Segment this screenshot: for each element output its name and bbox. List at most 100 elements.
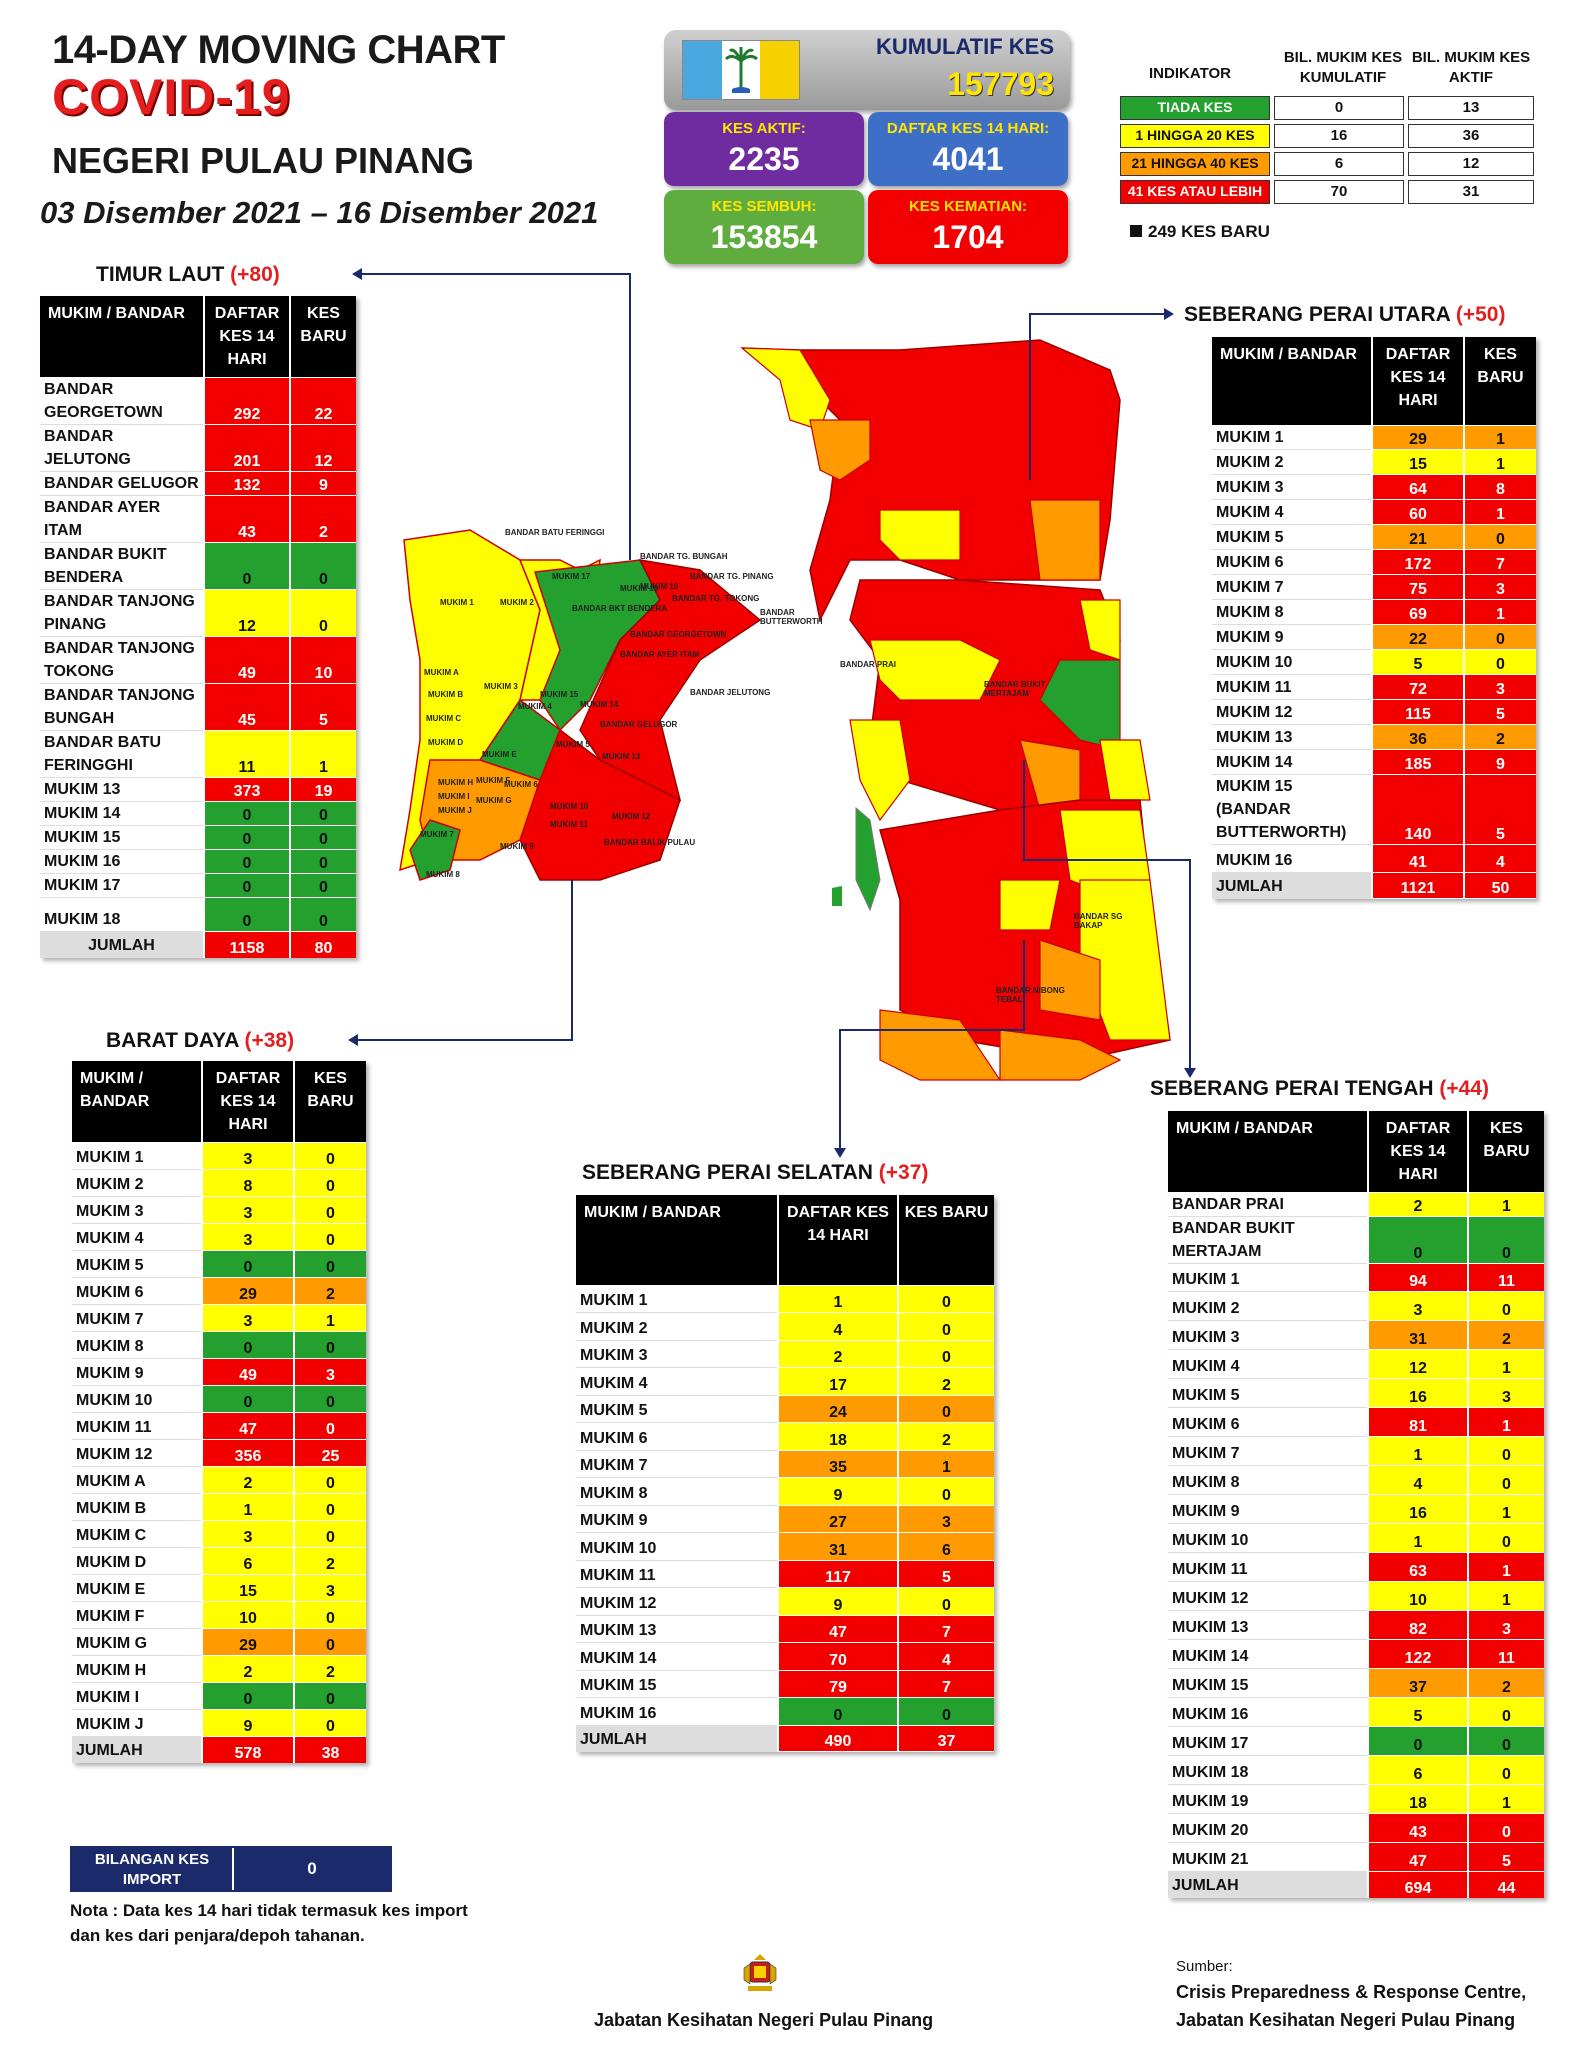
active-value: 2235	[728, 141, 800, 177]
district-plus: (+80)	[230, 263, 280, 286]
table-row: BANDAR TANJONG TOKONG 49 10	[40, 636, 356, 684]
header-baru: KES BARU	[293, 1061, 366, 1143]
map-label: BANDAR BKT BENDERA	[572, 604, 668, 613]
map-label: BANDAR PRAI	[840, 660, 896, 669]
district-plus: (+50)	[1455, 303, 1506, 326]
table-row: MUKIM 6 29 2	[72, 1277, 366, 1305]
row-baru-value: 0	[293, 1223, 366, 1251]
row-daftar-value: 64	[1371, 473, 1464, 499]
table-row: MUKIM 5 21 0	[1212, 523, 1536, 550]
row-daftar-value: 63	[1367, 1552, 1468, 1582]
table-row: MUKIM 12 9 0	[576, 1587, 994, 1616]
table-row: BANDAR AYER ITAM 43 2	[40, 495, 356, 543]
table-row: BANDAR BUKIT MERTAJAM 0 0	[1168, 1216, 1544, 1264]
total-row: JUMLAH 578 38	[72, 1736, 366, 1763]
row-name: MUKIM 15	[1168, 1668, 1368, 1698]
map-label: MUKIM J	[438, 806, 472, 815]
connector-lines	[356, 273, 1191, 1150]
row-daftar-value: 0	[1367, 1216, 1468, 1264]
covid-title: COVID-19	[52, 69, 291, 125]
row-baru-value: 0	[293, 1520, 366, 1548]
title-barat-daya: BARAT DAYA (+38)	[106, 1029, 294, 1053]
total-label: JUMLAH	[72, 1736, 202, 1763]
table-row: MUKIM 6 172 7	[1212, 548, 1536, 575]
row-daftar-value: 0	[201, 1331, 294, 1359]
legend-indicator: 21 HINGGA 40 KES	[1120, 152, 1270, 176]
row-name: MUKIM 9	[1168, 1494, 1368, 1524]
total-row: JUMLAH 1121 50	[1212, 871, 1536, 899]
date-range: 03 Disember 2021 – 16 Disember 2021	[40, 195, 599, 230]
row-name: MUKIM A	[72, 1466, 202, 1494]
table-row: MUKIM G 29 0	[72, 1628, 366, 1656]
row-baru-value: 1	[1463, 424, 1536, 449]
row-name: MUKIM 16	[1212, 843, 1372, 873]
recovered-value: 153854	[710, 219, 818, 255]
row-daftar-value: 31	[777, 1532, 898, 1560]
header-baru: KES BARU	[897, 1195, 994, 1285]
source-label: Sumber:	[1176, 1958, 1233, 1975]
row-daftar-value: 21	[1371, 523, 1464, 549]
row-name: MUKIM 9	[72, 1358, 202, 1386]
row-daftar-value: 140	[1371, 773, 1464, 844]
row-baru-value: 0	[293, 1385, 366, 1413]
table-row: MUKIM 10 5 0	[1212, 648, 1536, 675]
row-baru-value: 1	[293, 1304, 366, 1332]
row-name: MUKIM 5	[1212, 523, 1372, 550]
row-daftar-value: 49	[201, 1358, 294, 1386]
row-baru-value: 0	[1467, 1291, 1544, 1321]
map-label: BANDAR AYER ITAM	[620, 650, 700, 659]
row-baru-value: 2	[897, 1422, 994, 1450]
table-row: MUKIM 4 60 1	[1212, 498, 1536, 525]
row-name: BANDAR PRAI	[1168, 1192, 1368, 1217]
row-name: MUKIM 2	[1168, 1291, 1368, 1321]
table-row: MUKIM 3 31 2	[1168, 1320, 1544, 1350]
row-daftar-value: 12	[203, 589, 290, 637]
square-bullet-icon	[1130, 225, 1142, 237]
row-daftar-value: 1	[777, 1284, 898, 1313]
row-daftar-value: 3	[201, 1520, 294, 1548]
table-row: MUKIM 4 12 1	[1168, 1349, 1544, 1379]
row-name: MUKIM 9	[1212, 623, 1372, 650]
new-cases-note: 249 KES BARU	[1130, 222, 1270, 242]
map-label: BANDAR TG. PINANG	[690, 572, 774, 581]
row-baru-value: 2	[293, 1655, 366, 1683]
row-baru-value: 0	[897, 1284, 994, 1313]
total-label: JUMLAH	[1212, 871, 1372, 899]
row-daftar-value: 1	[201, 1493, 294, 1521]
table-row: MUKIM 11 63 1	[1168, 1552, 1544, 1582]
row-name: BANDAR GEORGETOWN	[40, 377, 204, 425]
total-row: JUMLAH 490 37	[576, 1724, 994, 1752]
row-name: MUKIM 10	[1168, 1523, 1368, 1553]
table-row: MUKIM 18 0 0	[40, 897, 356, 932]
row-daftar-value: 0	[201, 1250, 294, 1278]
islet-small-map	[832, 886, 842, 906]
row-baru-value: 1	[1463, 598, 1536, 624]
row-baru-value: 19	[289, 777, 356, 802]
total-label: JUMLAH	[40, 931, 204, 958]
note-text: Nota : Data kes 14 hari tidak termasuk k…	[70, 1901, 468, 1945]
row-baru-value: 9	[1463, 748, 1536, 774]
row-daftar-value: 47	[777, 1614, 898, 1643]
row-baru-value: 2	[897, 1367, 994, 1395]
row-daftar-value: 0	[1367, 1726, 1468, 1756]
row-baru-value: 0	[293, 1601, 366, 1629]
table-row: MUKIM 10 31 6	[576, 1532, 994, 1561]
row-daftar-value: 16	[1367, 1378, 1468, 1408]
cumulative-cases-box: KUMULATIF KES 157793	[664, 30, 1070, 110]
map-label: MUKIM 3	[484, 682, 518, 691]
table-row: MUKIM 3 64 8	[1212, 473, 1536, 500]
row-daftar-value: 0	[203, 542, 290, 590]
row-baru-value: 0	[293, 1169, 366, 1197]
row-baru-value: 8	[1463, 473, 1536, 499]
row-baru-value: 0	[1467, 1726, 1544, 1756]
row-baru-value: 0	[289, 801, 356, 826]
row-name: MUKIM 1	[576, 1284, 778, 1313]
district-name: SEBERANG PERAI TENGAH	[1150, 1077, 1434, 1100]
row-baru-value: 0	[1467, 1436, 1544, 1466]
row-daftar-value: 10	[1367, 1581, 1468, 1611]
